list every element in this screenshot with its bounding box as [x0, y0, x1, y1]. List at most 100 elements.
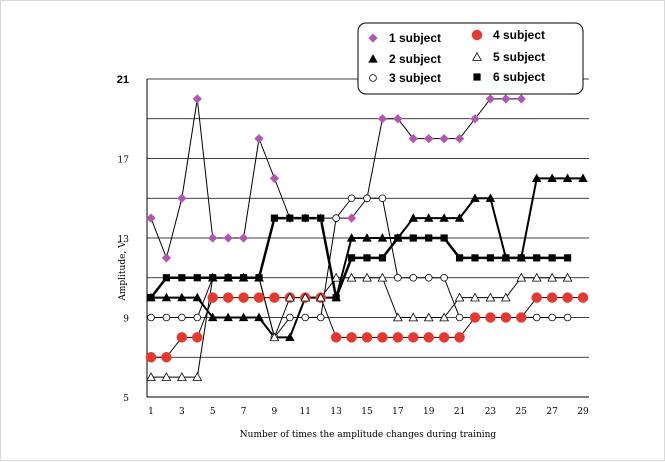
data-point: [531, 272, 542, 282]
data-point: [193, 274, 201, 282]
legend-item: 5 subject: [472, 50, 545, 64]
data-point: [439, 134, 449, 144]
data-point: [207, 292, 218, 303]
data-point: [377, 272, 388, 282]
data-point: [176, 332, 188, 343]
data-point: [501, 94, 511, 104]
data-point: [346, 233, 357, 242]
data-point: [500, 312, 512, 323]
data-point: [286, 313, 294, 322]
data-point: [253, 292, 265, 303]
x-tick-labels: 1 3 5 7 9 11 13 15 17 19 21 23 25 27 29: [148, 407, 589, 417]
data-point: [316, 313, 325, 322]
data-point: [363, 254, 371, 262]
legend-item: 1 subject: [368, 31, 441, 45]
data-point: [147, 313, 155, 322]
x-tick-label: 13: [330, 407, 342, 417]
data-point: [562, 173, 573, 183]
legend-box: [357, 22, 584, 95]
data-point: [208, 233, 218, 243]
data-point: [223, 312, 233, 322]
data-point: [409, 234, 417, 242]
data-point: [548, 254, 556, 262]
x-tick-label: 11: [300, 407, 311, 417]
y-axis-label: Amplitude, V: [118, 241, 128, 302]
data-point: [178, 274, 186, 282]
data-point: [531, 292, 542, 303]
legend-marker: [369, 74, 377, 82]
data-point: [392, 312, 403, 322]
data-point: [469, 312, 481, 323]
data-point: [439, 312, 450, 322]
data-point: [532, 173, 542, 183]
x-tick-label: 25: [516, 407, 528, 417]
data-point: [547, 173, 557, 183]
data-point: [424, 134, 434, 144]
legend-label: 6 subject: [493, 70, 545, 84]
data-point: [532, 313, 541, 322]
data-point: [192, 332, 203, 343]
data-point: [161, 352, 172, 363]
data-point: [147, 294, 155, 302]
data-point: [269, 292, 280, 303]
data-point: [332, 294, 340, 302]
data-point: [470, 292, 480, 302]
x-tick-label: 3: [179, 407, 185, 417]
x-tick-label: 27: [546, 407, 558, 417]
data-point: [269, 332, 280, 342]
data-point: [454, 213, 465, 222]
x-tick-label: 17: [392, 407, 404, 417]
y-tick-label: 9: [123, 315, 129, 325]
series-markers: [145, 94, 589, 381]
data-point: [516, 272, 527, 282]
legend-item: 2 subject: [368, 52, 441, 66]
data-point: [315, 292, 326, 302]
y-tick-label: 17: [118, 156, 130, 166]
data-point: [485, 292, 496, 302]
data-point: [394, 234, 402, 242]
data-point: [347, 254, 356, 262]
x-tick-label: 5: [210, 407, 216, 417]
data-point: [223, 233, 233, 243]
data-point: [162, 313, 171, 322]
data-point: [192, 372, 203, 381]
data-point: [300, 292, 311, 302]
data-point: [224, 274, 232, 282]
data-point: [438, 332, 450, 343]
data-point: [500, 292, 511, 302]
data-point: [254, 312, 264, 322]
data-point: [455, 254, 464, 262]
data-point: [269, 173, 280, 183]
data-point: [332, 214, 340, 222]
series-1-markers: [146, 94, 526, 263]
data-point: [394, 273, 402, 282]
x-tick-label: 1: [148, 407, 154, 417]
series-5-markers: [146, 272, 573, 381]
data-point: [209, 274, 217, 282]
data-point: [546, 292, 558, 303]
data-point: [408, 213, 418, 222]
data-point: [423, 332, 434, 343]
legend-item: 6 subject: [473, 70, 545, 84]
data-point: [362, 233, 372, 242]
data-point: [378, 194, 387, 203]
x-tick-label: 7: [241, 407, 247, 417]
data-point: [177, 193, 187, 203]
data-point: [254, 134, 264, 144]
x-tick-label: 9: [272, 407, 278, 417]
data-point: [440, 273, 448, 282]
data-point: [548, 313, 556, 322]
x-tick-label: 29: [577, 407, 589, 417]
legend-marker: [472, 51, 482, 61]
x-tick-label: 23: [485, 407, 497, 417]
data-point: [502, 254, 510, 262]
data-point: [563, 254, 572, 262]
data-point: [270, 214, 279, 222]
data-point: [377, 332, 388, 343]
legend-marker: [473, 73, 481, 81]
legend-marker: [368, 54, 378, 63]
legend-marker: [471, 29, 483, 41]
data-point: [317, 214, 325, 222]
data-point: [485, 94, 496, 104]
